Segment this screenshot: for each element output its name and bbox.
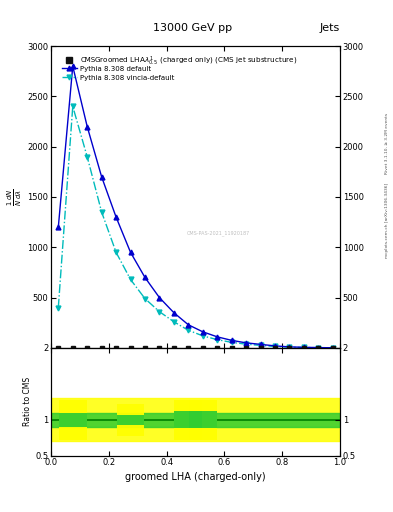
- Bar: [59, 413, 86, 427]
- Bar: [174, 400, 202, 440]
- Text: Groomed LHA$\lambda^{1}_{0.5}$ (charged only) (CMS jet substructure): Groomed LHA$\lambda^{1}_{0.5}$ (charged …: [94, 55, 297, 69]
- Bar: [174, 411, 202, 429]
- Text: 13000 GeV pp: 13000 GeV pp: [153, 23, 232, 33]
- Bar: [117, 404, 144, 436]
- Text: Jets: Jets: [320, 23, 340, 33]
- Text: mcplots.cern.ch [arXiv:1306.3436]: mcplots.cern.ch [arXiv:1306.3436]: [385, 183, 389, 258]
- Bar: [59, 400, 86, 440]
- Bar: [189, 411, 217, 429]
- Bar: [117, 415, 144, 425]
- Y-axis label: $\frac{1}{N}\frac{dN}{d\lambda}$: $\frac{1}{N}\frac{dN}{d\lambda}$: [6, 188, 24, 206]
- X-axis label: groomed LHA (charged-only): groomed LHA (charged-only): [125, 472, 266, 482]
- Text: Rivet 3.1.10, ≥ 3.2M events: Rivet 3.1.10, ≥ 3.2M events: [385, 113, 389, 174]
- Text: CMS-PAS-2021_11920187: CMS-PAS-2021_11920187: [187, 230, 250, 236]
- Legend: CMS, Pythia 8.308 default, Pythia 8.308 vincia-default: CMS, Pythia 8.308 default, Pythia 8.308 …: [61, 56, 176, 82]
- Bar: [189, 400, 217, 440]
- Y-axis label: Ratio to CMS: Ratio to CMS: [24, 377, 32, 426]
